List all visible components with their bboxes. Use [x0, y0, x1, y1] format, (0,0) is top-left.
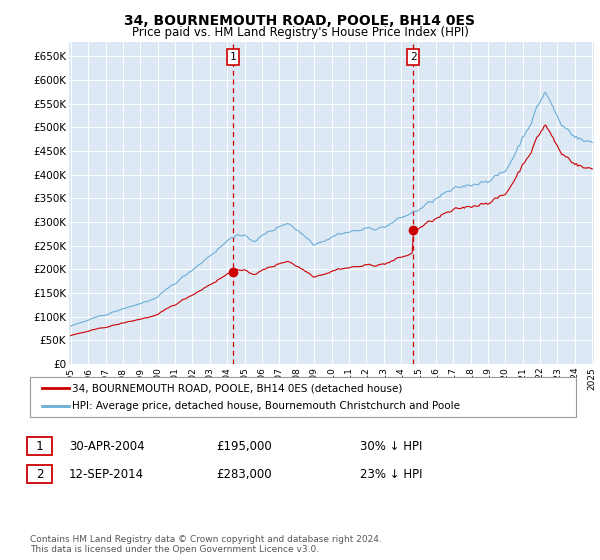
Text: 12-SEP-2014: 12-SEP-2014: [69, 468, 144, 481]
Text: 34, BOURNEMOUTH ROAD, POOLE, BH14 0ES (detached house): 34, BOURNEMOUTH ROAD, POOLE, BH14 0ES (d…: [72, 383, 403, 393]
Text: 30% ↓ HPI: 30% ↓ HPI: [360, 440, 422, 453]
Text: 1: 1: [230, 52, 236, 62]
Text: £195,000: £195,000: [216, 440, 272, 453]
Text: 34, BOURNEMOUTH ROAD, POOLE, BH14 0ES: 34, BOURNEMOUTH ROAD, POOLE, BH14 0ES: [125, 14, 476, 28]
Text: 1: 1: [36, 440, 43, 453]
Text: 30-APR-2004: 30-APR-2004: [69, 440, 145, 453]
Text: Price paid vs. HM Land Registry's House Price Index (HPI): Price paid vs. HM Land Registry's House …: [131, 26, 469, 39]
Text: £283,000: £283,000: [216, 468, 272, 481]
Text: Contains HM Land Registry data © Crown copyright and database right 2024.
This d: Contains HM Land Registry data © Crown c…: [30, 535, 382, 554]
Text: HPI: Average price, detached house, Bournemouth Christchurch and Poole: HPI: Average price, detached house, Bour…: [72, 401, 460, 411]
Text: 23% ↓ HPI: 23% ↓ HPI: [360, 468, 422, 481]
Text: 2: 2: [36, 468, 43, 481]
Text: 2: 2: [410, 52, 416, 62]
